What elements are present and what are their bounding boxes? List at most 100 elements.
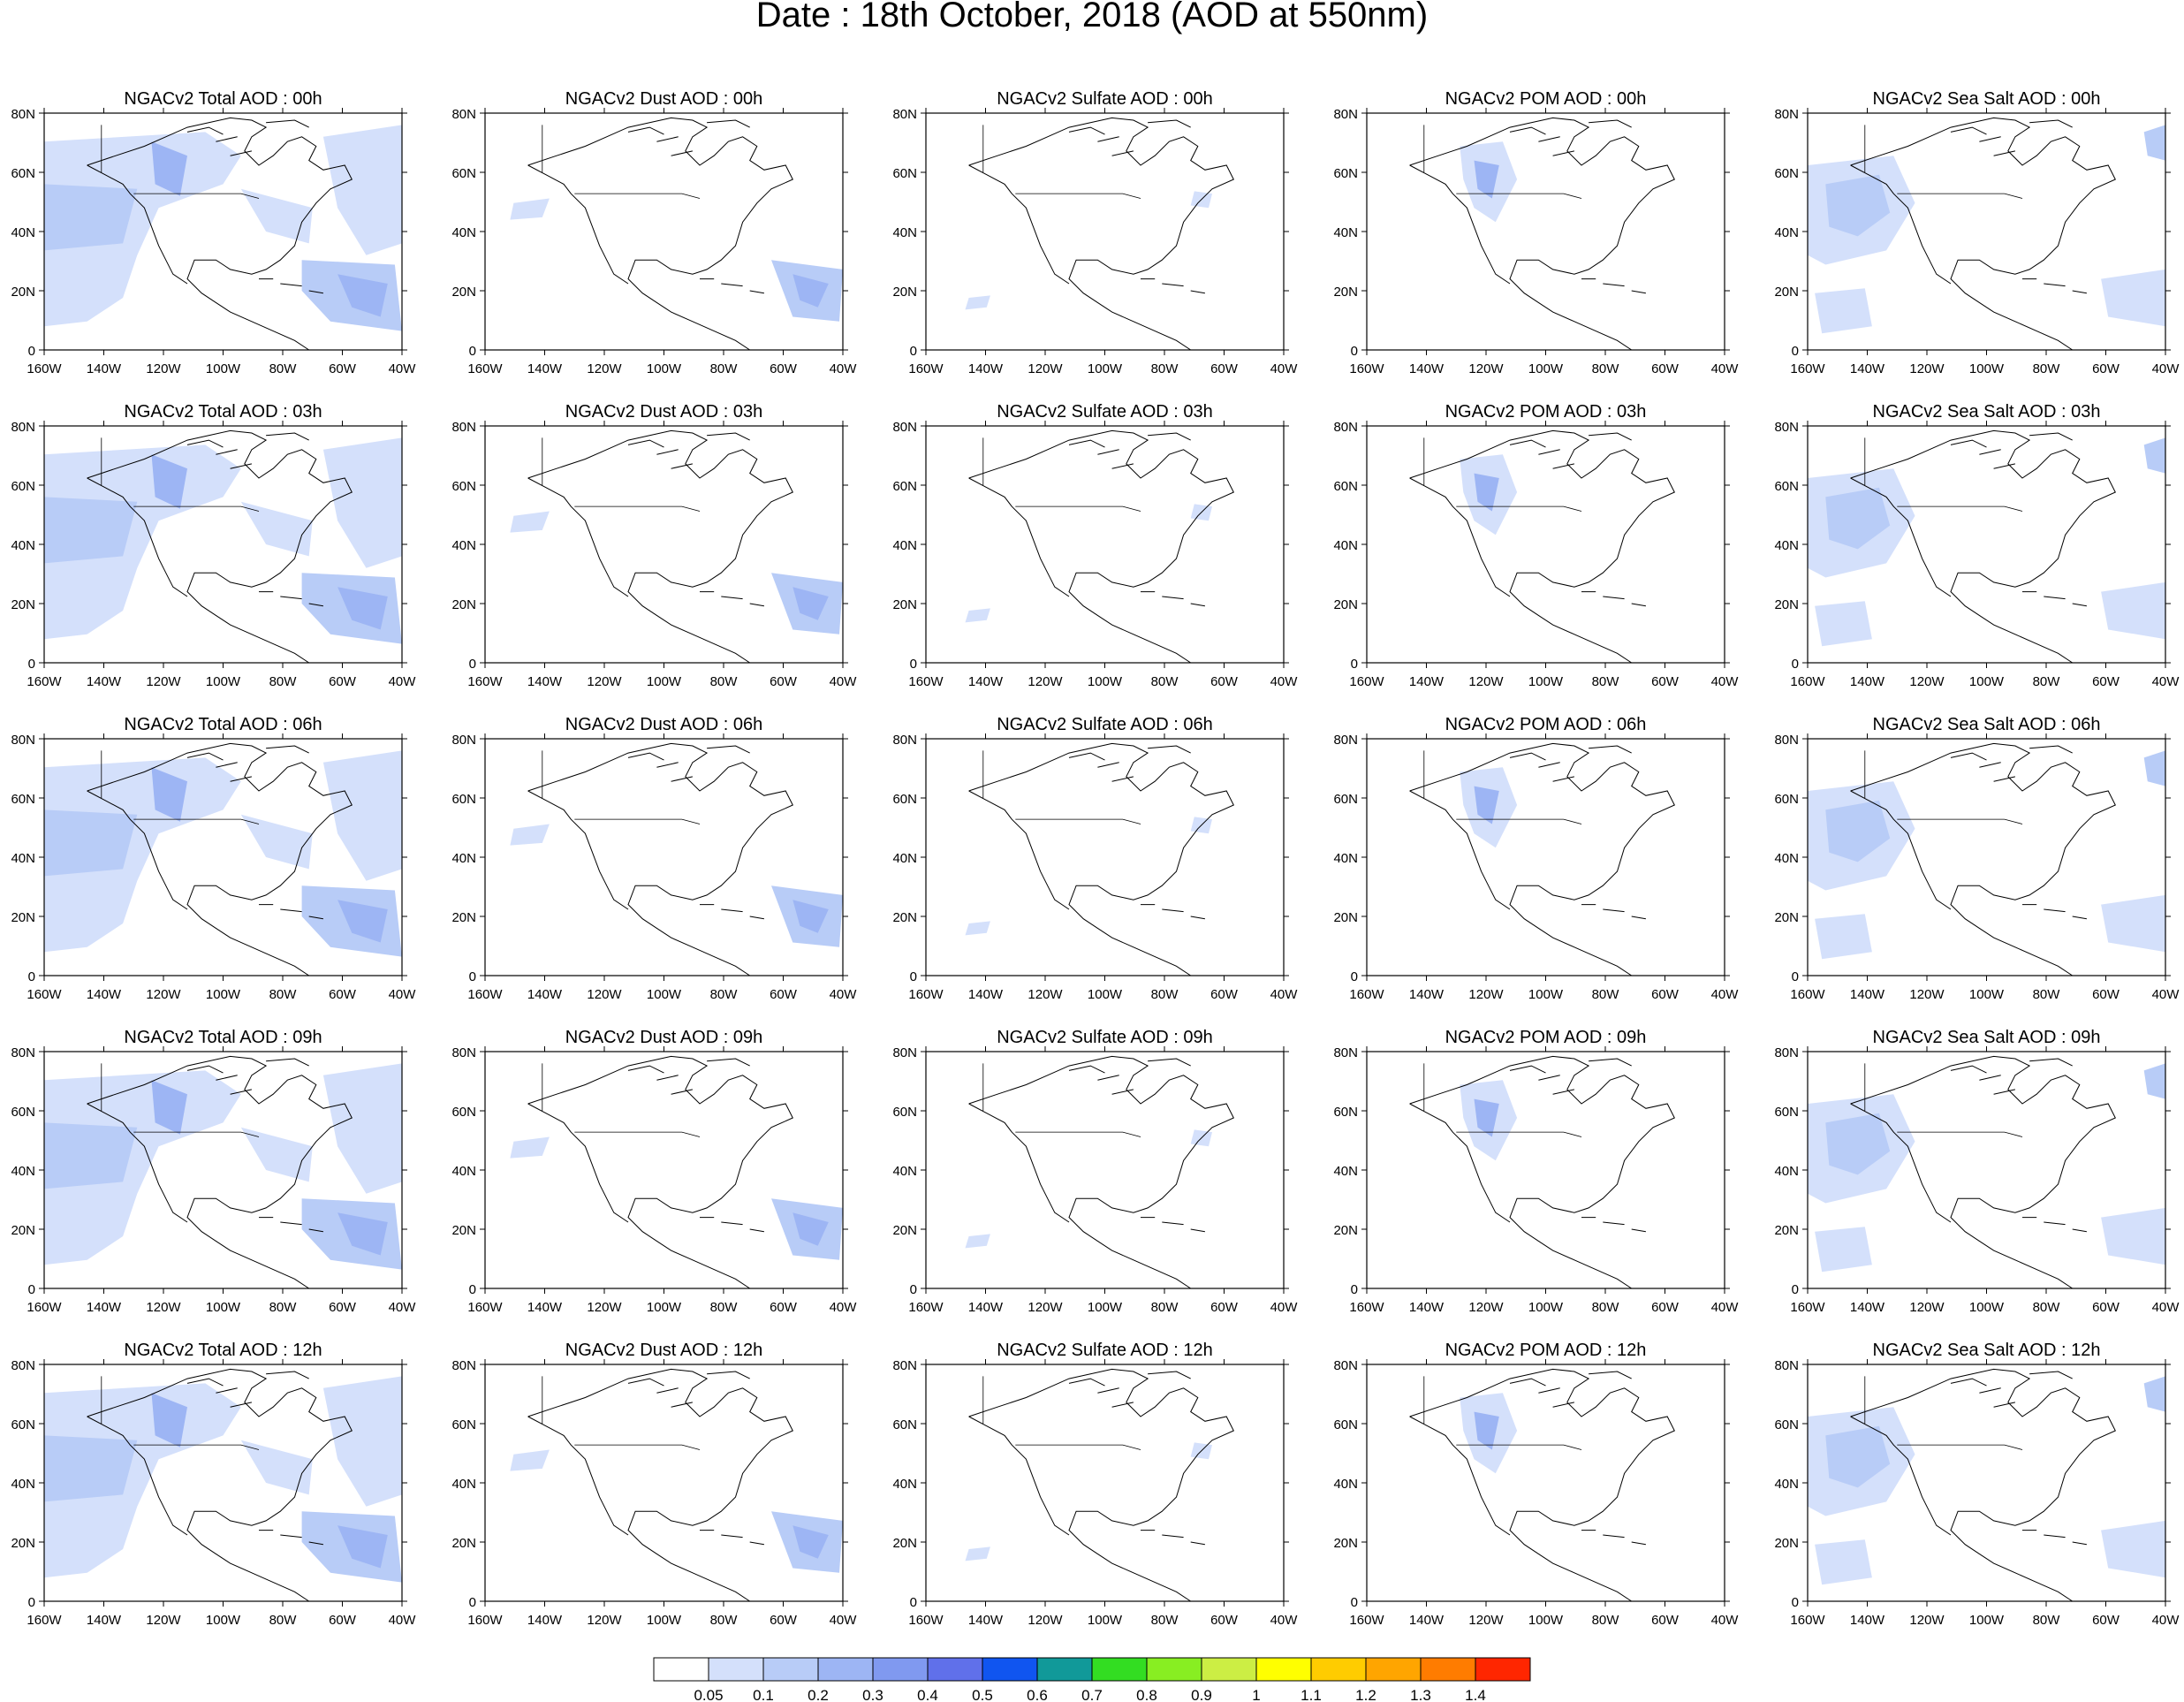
lon-tick-label: 120W (1028, 1613, 1063, 1628)
lon-tick-label: 40W (1711, 1300, 1740, 1315)
lat-tick-label: 20N (892, 285, 917, 300)
lat-tick-label: 40N (1333, 1477, 1358, 1492)
political-border (1864, 1063, 2023, 1137)
coastline (87, 429, 353, 664)
political-border (1864, 750, 2023, 824)
lat-tick-label: 40N (1774, 538, 1799, 553)
colorbar-label: 0.6 (1027, 1687, 1048, 1702)
lat-tick-label: 40N (1333, 1164, 1358, 1179)
coastline (1409, 429, 1675, 664)
lon-tick-label: 120W (1909, 1300, 1945, 1315)
lon-tick-label: 40W (2152, 1613, 2180, 1628)
coastline (87, 1103, 188, 1223)
coastline (1409, 1103, 1511, 1223)
lat-tick-label: 60N (1774, 1417, 1799, 1432)
lat-tick-label: 80N (451, 1045, 476, 1060)
aod-field (240, 501, 313, 557)
coastline (87, 1416, 188, 1536)
lon-tick-label: 100W (1528, 1300, 1564, 1315)
coastline (968, 790, 1070, 910)
panel-title: NGACv2 Total AOD : 03h (124, 402, 322, 422)
coastline (968, 742, 1234, 976)
lon-tick-label: 80W (1592, 1300, 1620, 1315)
political-border (101, 750, 260, 824)
figure-title: Date : 18th October, 2018 (AOD at 550nm) (756, 0, 1428, 34)
lon-tick-label: 80W (1151, 674, 1179, 689)
map-background (485, 739, 843, 976)
lon-tick-label: 60W (770, 1613, 798, 1628)
lat-tick-label: 40N (11, 1164, 35, 1179)
lat-tick-label: 60N (892, 792, 917, 807)
map-panel-total-2: NGACv2 Total AOD : 06h 80N 60N 40N 20N 0 160W 1… (11, 715, 416, 1002)
lon-tick-label: 40W (2152, 1300, 2180, 1315)
lon-tick-label: 160W (1790, 1300, 1825, 1315)
lon-tick-label: 100W (1969, 674, 2005, 689)
lon-tick-label: 140W (87, 987, 122, 1002)
lat-tick-label: 40N (1774, 1164, 1799, 1179)
lat-tick-label: 0 (910, 1282, 917, 1297)
map-panel-dust-4: NGACv2 Dust AOD : 12h 80N 60N 40N 20N 0 160W 14… (451, 1341, 857, 1628)
lon-tick-label: 100W (647, 674, 682, 689)
lat-tick-label: 20N (451, 1536, 476, 1551)
aod-field (1474, 1098, 1499, 1137)
lon-tick-label: 60W (329, 1300, 357, 1315)
coastline (259, 904, 323, 920)
aod-field (965, 1234, 990, 1249)
lon-tick-label: 40W (2152, 361, 2180, 376)
lon-tick-label: 160W (1349, 1613, 1384, 1628)
lon-tick-label: 80W (269, 674, 298, 689)
lat-tick-label: 20N (11, 1536, 35, 1551)
map-background (1367, 1364, 1725, 1601)
coastline (968, 477, 1070, 597)
lon-tick-label: 120W (146, 1300, 181, 1315)
lon-tick-label: 60W (2092, 987, 2120, 1002)
coastline (1068, 432, 1191, 469)
lon-tick-label: 140W (1850, 361, 1885, 376)
lat-tick-label: 60N (451, 1105, 476, 1120)
lon-tick-label: 160W (1349, 361, 1384, 376)
lon-tick-label: 100W (1088, 674, 1123, 689)
lon-tick-label: 140W (968, 987, 1004, 1002)
lon-tick-label: 160W (1349, 674, 1384, 689)
colorbar-box (1255, 1657, 1312, 1682)
lon-tick-label: 100W (647, 1300, 682, 1315)
coastline (186, 119, 309, 156)
panel-grid: NGACv2 Total AOD : 00h 80N 60N 40N 20N 0 160W 1… (11, 89, 2180, 1628)
coastline (1950, 1371, 2073, 1408)
coastline (1850, 790, 1952, 910)
colorbar-box (1146, 1657, 1202, 1682)
aod-field (151, 1080, 187, 1135)
coastline (700, 904, 764, 920)
aod-field (322, 437, 402, 568)
lon-tick-label: 40W (1711, 1613, 1740, 1628)
lat-tick-label: 80N (892, 1358, 917, 1373)
lon-tick-label: 80W (269, 361, 298, 376)
aod-field (1474, 786, 1499, 824)
coastline (1409, 477, 1511, 597)
lon-tick-label: 160W (467, 361, 503, 376)
lon-tick-label: 100W (1088, 361, 1123, 376)
lon-tick-label: 120W (1028, 674, 1063, 689)
lon-tick-label: 140W (1409, 674, 1445, 689)
coastline (1581, 278, 1646, 294)
lon-tick-label: 80W (1151, 361, 1179, 376)
map-panel-seasalt-4: NGACv2 Sea Salt AOD : 12h 80N 60N 40N 20N 0 16… (1774, 1341, 2180, 1628)
panel-title: NGACv2 Dust AOD : 09h (565, 1028, 762, 1047)
map-background (926, 113, 1284, 350)
panel-title: NGACv2 Total AOD : 09h (124, 1028, 322, 1047)
coastline (1409, 164, 1511, 285)
coastline (1850, 1055, 2116, 1289)
lon-tick-label: 140W (1850, 674, 1885, 689)
political-border (1864, 1376, 2023, 1450)
lat-tick-label: 20N (451, 597, 476, 612)
aod-field (337, 587, 388, 630)
panel-title: NGACv2 POM AOD : 09h (1445, 1028, 1647, 1047)
lon-tick-label: 120W (1028, 1300, 1063, 1315)
lon-tick-label: 100W (647, 361, 682, 376)
coastline (527, 117, 793, 351)
coastline (527, 1416, 629, 1536)
map-background (485, 426, 843, 663)
panel-title: NGACv2 Sea Salt AOD : 12h (1873, 1341, 2101, 1360)
colorbar: 0.05 0.1 0.2 0.3 0.4 0.5 0.6 0.7 0.8 0.9 1 1.1 1.2 1.… (653, 1657, 1531, 1702)
lat-tick-label: 40N (1774, 225, 1799, 240)
